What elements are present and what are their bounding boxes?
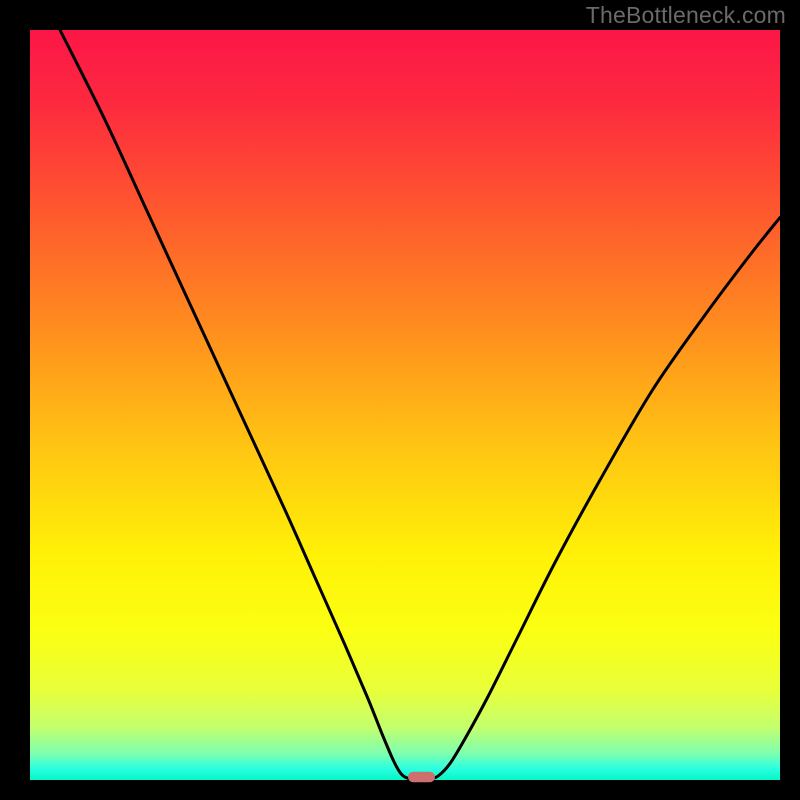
watermark-text: TheBottleneck.com xyxy=(586,2,786,29)
gradient-background xyxy=(30,30,780,780)
chart-container: TheBottleneck.com xyxy=(0,0,800,800)
bottleneck-chart xyxy=(0,0,800,800)
optimum-marker xyxy=(408,772,435,783)
